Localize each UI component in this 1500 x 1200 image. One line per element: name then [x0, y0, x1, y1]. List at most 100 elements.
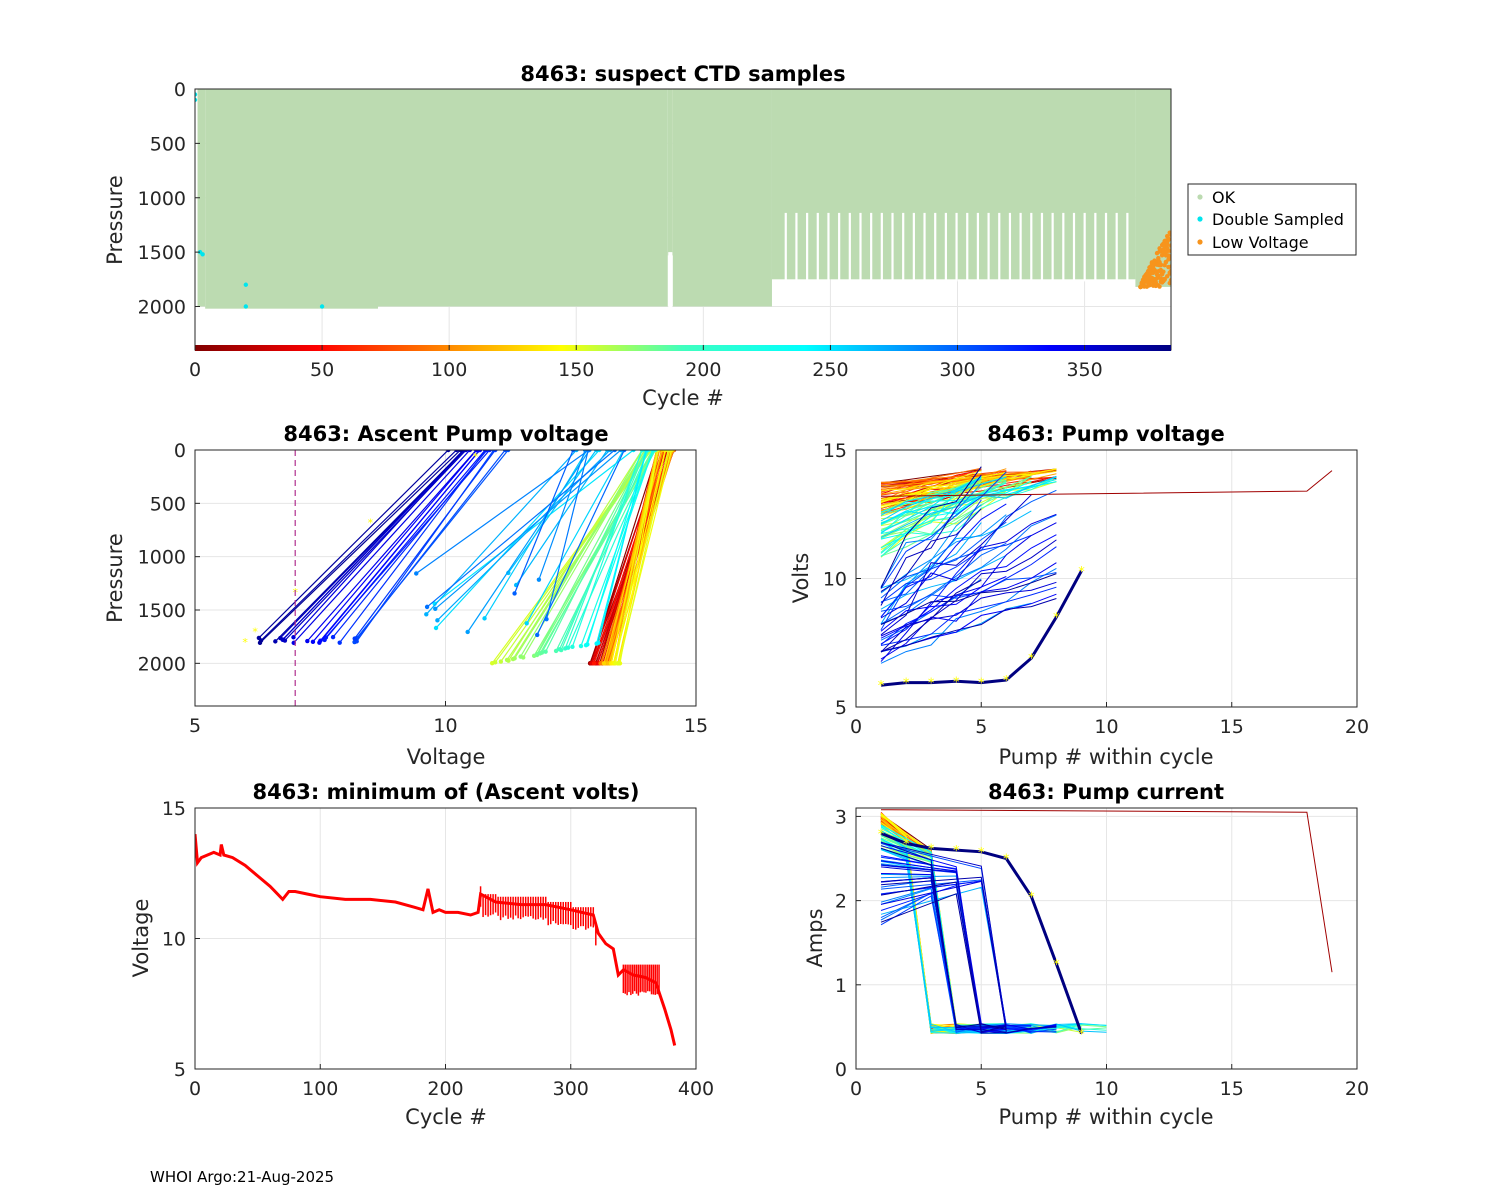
ascent-profile-line	[434, 450, 622, 610]
ascent-profile-point	[617, 661, 622, 666]
ascent-profile-point	[518, 654, 523, 659]
x-tick-label: 200	[685, 359, 721, 381]
ascent-voltage-ticks: 5 10 15 0 500 1000 1500 2000	[138, 440, 708, 737]
ok-samples-block	[667, 89, 673, 256]
ascent-profile-line	[567, 450, 655, 648]
partial-profile-gap	[880, 212, 883, 282]
ascent-profile-point	[539, 650, 545, 655]
low-voltage-point	[1168, 243, 1171, 248]
pump-current-data: * * * * * * * * *	[878, 809, 1333, 1043]
partial-profile-gap	[934, 212, 937, 282]
partial-profile-gap	[1062, 212, 1065, 282]
ascent-profile-point	[665, 450, 671, 453]
ascent-profile-line	[324, 450, 486, 641]
partial-profile-gap	[795, 212, 798, 282]
ok-samples-block	[378, 89, 668, 307]
pump-voltage-line	[880, 522, 1057, 662]
partial-profile-gap	[859, 212, 862, 282]
ascent-profile-point	[454, 450, 459, 453]
ascent-profile-point	[330, 634, 336, 640]
pump-current-line	[880, 880, 1007, 1032]
pump-voltage-line	[880, 480, 1007, 532]
partial-profile-gap	[1104, 212, 1108, 282]
low-voltage-point	[1164, 245, 1170, 251]
pump-current-line	[880, 844, 1057, 1032]
partial-profile-gap	[1040, 212, 1044, 282]
pump-current-line	[880, 831, 1007, 1033]
last-cycle-marker: *	[368, 517, 374, 530]
pump-current-ticks: 0 5 10 15 20 0 1 2 3	[835, 806, 1369, 1100]
x-tick-label: 5	[975, 1078, 987, 1100]
last-cycle-marker: *	[1053, 958, 1060, 973]
ascent-voltage-ylabel: Pressure	[103, 533, 127, 623]
last-cycle-marker: *	[1003, 674, 1010, 689]
low-voltage-point	[1153, 280, 1158, 285]
x-tick-label: 5	[975, 716, 987, 738]
min-voltage-data	[195, 833, 677, 1046]
x-tick-label: 100	[431, 359, 467, 381]
double-sampled-point	[243, 282, 249, 287]
last-cycle-line	[880, 831, 1083, 1035]
last-cycle-marker: *	[1078, 1028, 1085, 1043]
y-tick-label: 2000	[138, 653, 186, 675]
ascent-profile-point	[414, 571, 419, 576]
partial-profile-gap	[902, 212, 905, 282]
low-voltage-point	[1168, 264, 1171, 269]
y-tick-label: 500	[150, 493, 186, 515]
ascent-profile-line	[318, 450, 481, 643]
legend-ok-marker	[1197, 194, 1203, 200]
y-tick-label: 1	[835, 975, 847, 997]
double-sampled-point	[195, 97, 198, 103]
partial-profile-gap	[784, 212, 787, 282]
pump-voltage-line	[880, 510, 1032, 589]
ascent-profile-point	[585, 642, 590, 647]
last-cycle-marker: *	[928, 677, 935, 692]
partial-profile-gap	[1126, 212, 1129, 282]
x-tick-label: 250	[812, 359, 848, 381]
ascent-profile-point	[257, 640, 263, 646]
min-voltage-ylabel: Voltage	[129, 899, 153, 978]
pump-voltage-line	[880, 514, 1007, 594]
x-tick-label: 150	[558, 359, 594, 381]
ascent-profile-line	[571, 450, 643, 648]
ascent-profile-point	[574, 450, 579, 453]
ascent-profile-point	[593, 450, 599, 453]
ascent-profile-point	[591, 661, 597, 666]
ascent-profile-point	[493, 450, 498, 453]
partial-profile-gap	[1094, 212, 1097, 282]
partial-profile-gap	[827, 212, 830, 282]
ok-samples-block	[205, 89, 378, 309]
ascent-profile-line	[312, 450, 478, 643]
ascent-profile-point	[273, 639, 278, 644]
y-tick-label: 10	[823, 569, 847, 591]
partial-profile-gap	[955, 212, 958, 282]
ascent-profile-line	[612, 450, 666, 664]
x-tick-label: 400	[678, 1078, 714, 1100]
partial-profile-gap	[838, 212, 841, 282]
ascent-profile-line	[614, 450, 659, 664]
ascent-profile-point	[601, 661, 607, 666]
x-tick-label: 10	[1094, 716, 1118, 738]
ascent-profile-point	[458, 450, 463, 453]
low-voltage-point	[1161, 269, 1166, 274]
ascent-profile-point	[482, 616, 487, 621]
ascent-profile-point	[337, 640, 342, 645]
y-tick-label: 0	[835, 1059, 847, 1081]
ascent-profile-line	[514, 450, 574, 594]
pump-current-line	[880, 826, 1007, 1034]
pump-voltage-line	[880, 478, 982, 516]
ascent-profile-point	[461, 450, 467, 453]
ascent-profile-line	[586, 450, 648, 645]
ascent-profile-point	[310, 639, 316, 645]
pump-current-line	[880, 873, 1057, 1030]
partial-profile-gap	[1051, 212, 1054, 282]
low-voltage-point	[1168, 248, 1171, 253]
long-cycle-line	[880, 470, 1333, 497]
last-cycle-marker: *	[1003, 853, 1010, 868]
legend-box	[1187, 183, 1357, 256]
ascent-profile-point	[498, 659, 504, 664]
pump-voltage-line	[880, 476, 1007, 522]
ascent-profile-point	[483, 450, 488, 453]
y-tick-label: 0	[174, 440, 186, 462]
